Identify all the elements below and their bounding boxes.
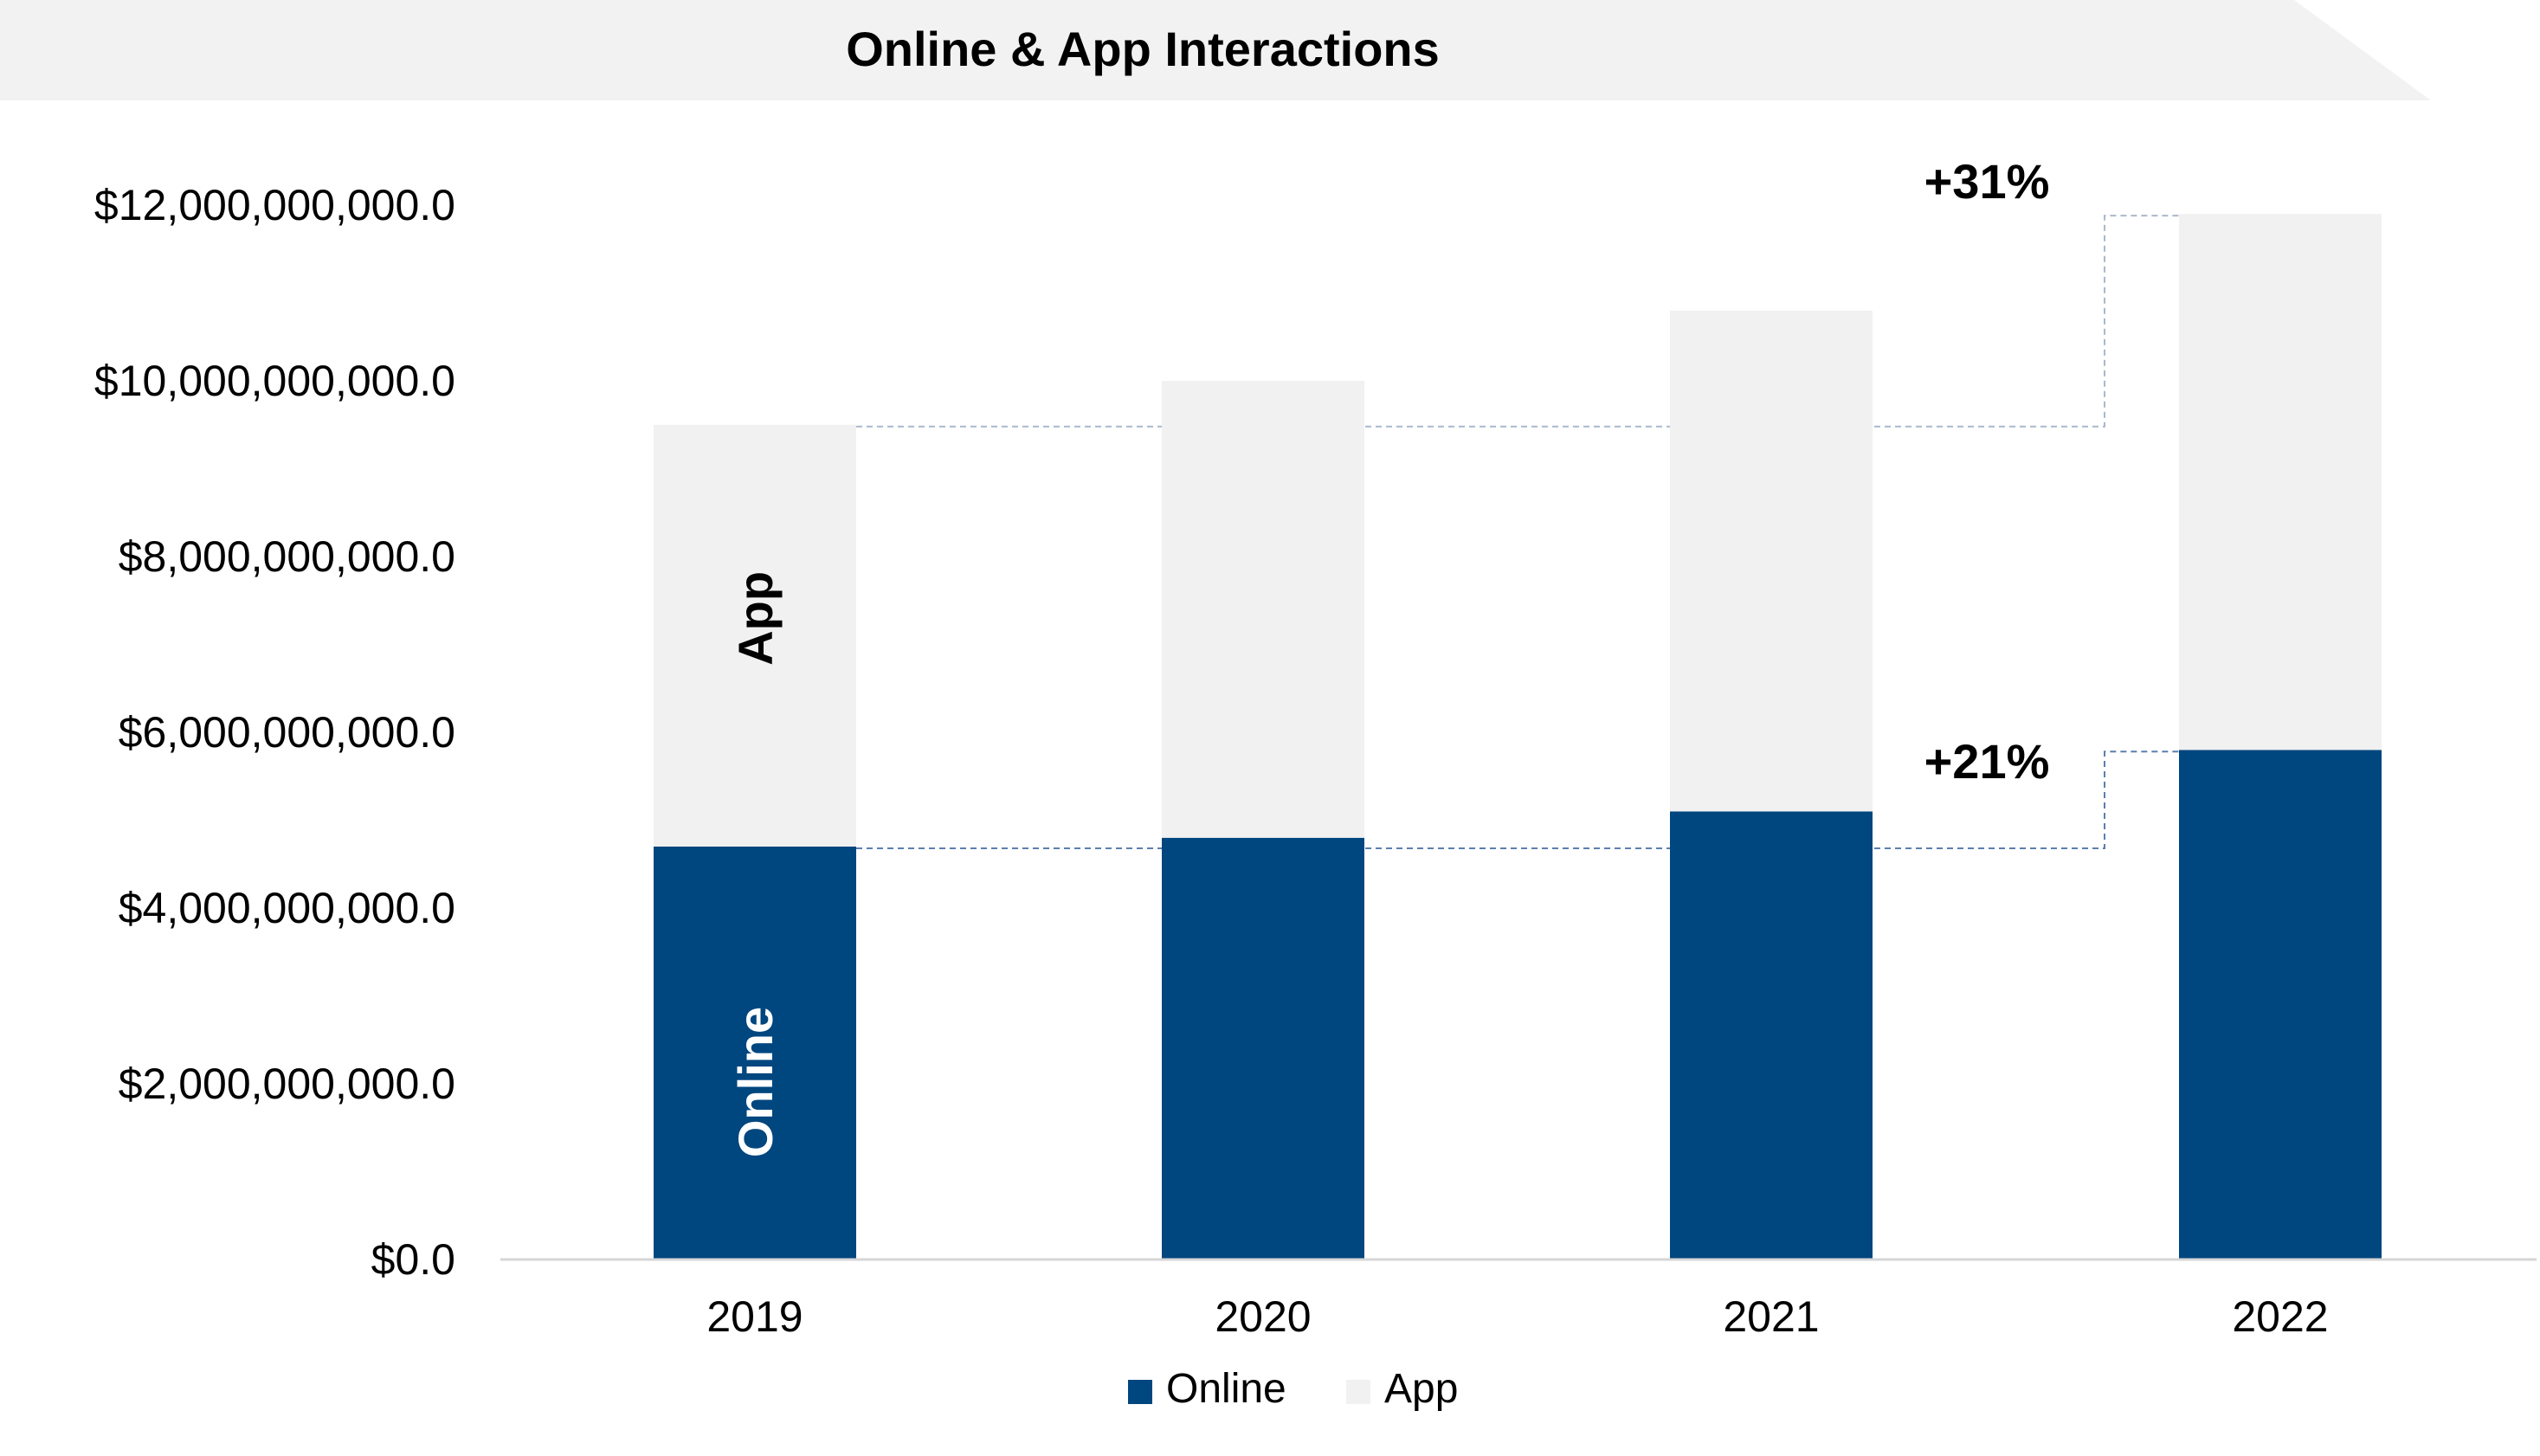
bar-app-2022 bbox=[2179, 214, 2382, 751]
bar-online-2020 bbox=[1162, 837, 1364, 1260]
bar-app-2020 bbox=[1162, 381, 1364, 838]
y-tick-label: $4,000,000,000.0 bbox=[119, 884, 455, 932]
y-tick-label: $6,000,000,000.0 bbox=[119, 708, 455, 757]
legend-swatch-online bbox=[1128, 1380, 1152, 1404]
annotation-connectors bbox=[856, 215, 2179, 849]
bar-online-2021 bbox=[1670, 811, 1873, 1260]
x-tick-label: 2020 bbox=[1215, 1292, 1311, 1341]
y-tick-label: $0.0 bbox=[371, 1235, 455, 1284]
bar-label-app: App bbox=[728, 571, 783, 666]
y-tick-label: $8,000,000,000.0 bbox=[119, 532, 455, 581]
connector-online bbox=[856, 751, 2179, 849]
bar-online-2019 bbox=[654, 846, 856, 1260]
legend-swatch-app bbox=[1346, 1380, 1370, 1404]
bar-app-2019 bbox=[654, 424, 856, 847]
x-axis-ticks: 2019 2020 2021 2022 bbox=[706, 1292, 2328, 1341]
y-tick-label: $10,000,000,000.0 bbox=[94, 357, 455, 405]
x-tick-label: 2021 bbox=[1723, 1292, 1819, 1341]
bar-app-2021 bbox=[1670, 310, 1873, 812]
y-tick-label: $2,000,000,000.0 bbox=[119, 1060, 455, 1108]
bars bbox=[654, 214, 2382, 1260]
legend-label-online: Online bbox=[1166, 1366, 1286, 1412]
x-tick-label: 2019 bbox=[706, 1292, 803, 1341]
bar-label-online: Online bbox=[728, 1007, 783, 1157]
x-tick-label: 2022 bbox=[2232, 1292, 2328, 1341]
legend-label-app: App bbox=[1384, 1366, 1458, 1412]
y-axis-ticks: $0.0 $2,000,000,000.0 $4,000,000,000.0 $6,0… bbox=[94, 181, 455, 1284]
title-banner bbox=[0, 0, 2431, 100]
connector-total bbox=[856, 215, 2179, 428]
legend: Online App bbox=[1128, 1366, 1458, 1412]
bar-online-2022 bbox=[2179, 750, 2382, 1260]
chart-title: Online & App Interactions bbox=[846, 22, 1440, 76]
annotation-online-growth: +21% bbox=[1924, 734, 2050, 789]
y-tick-label: $12,000,000,000.0 bbox=[94, 181, 455, 229]
annotation-total-growth: +31% bbox=[1924, 154, 2050, 209]
